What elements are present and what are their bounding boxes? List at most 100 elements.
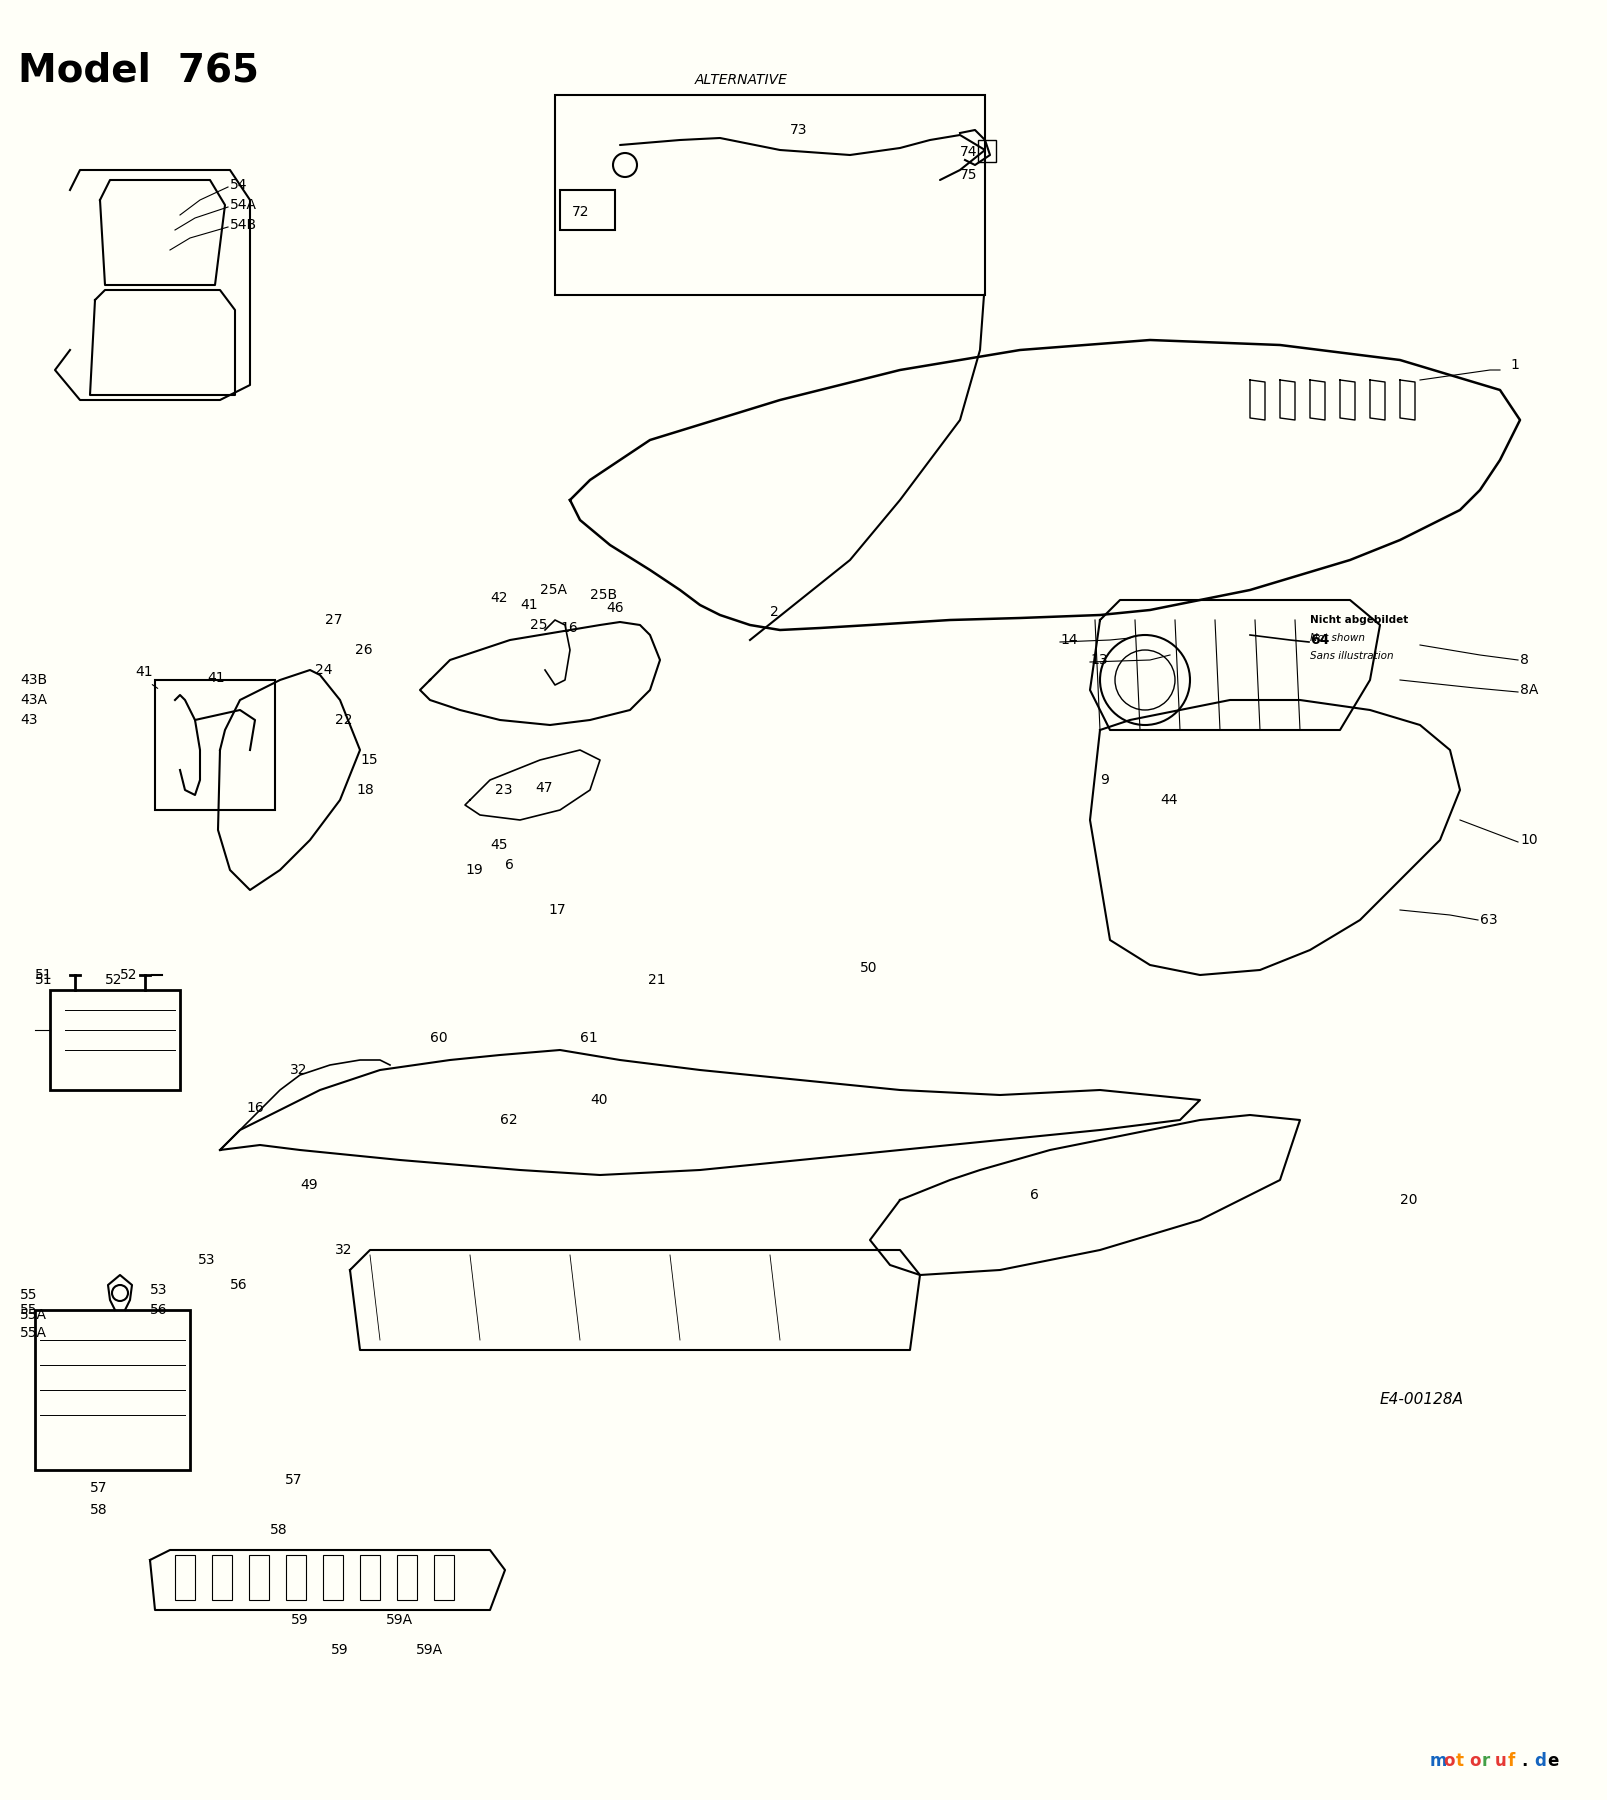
Text: 19: 19 bbox=[464, 862, 482, 877]
Bar bbox=[50, 990, 180, 1091]
Text: f: f bbox=[1507, 1751, 1514, 1769]
Bar bbox=[323, 1555, 342, 1600]
Text: 61: 61 bbox=[580, 1031, 598, 1046]
Text: u: u bbox=[1495, 1751, 1506, 1769]
Text: 27: 27 bbox=[325, 614, 342, 626]
Text: 54B: 54B bbox=[230, 218, 257, 232]
Text: o: o bbox=[1469, 1751, 1480, 1769]
Text: 55A: 55A bbox=[19, 1309, 47, 1321]
Bar bbox=[554, 95, 985, 295]
Text: ALTERNATIVE: ALTERNATIVE bbox=[694, 74, 787, 86]
Bar bbox=[286, 1555, 305, 1600]
Text: 26: 26 bbox=[355, 643, 373, 657]
Text: t: t bbox=[1454, 1751, 1462, 1769]
Bar bbox=[175, 1555, 194, 1600]
Text: 57: 57 bbox=[90, 1481, 108, 1496]
Text: 25: 25 bbox=[530, 617, 546, 632]
Text: 58: 58 bbox=[90, 1503, 108, 1517]
Text: 72: 72 bbox=[572, 205, 590, 220]
Text: 23: 23 bbox=[495, 783, 513, 797]
Text: 51: 51 bbox=[35, 974, 53, 986]
Text: 2: 2 bbox=[770, 605, 778, 619]
Text: 53: 53 bbox=[149, 1283, 167, 1298]
Text: 14: 14 bbox=[1059, 634, 1077, 646]
Text: 41: 41 bbox=[135, 664, 153, 679]
Text: 62: 62 bbox=[500, 1112, 517, 1127]
Bar bbox=[977, 140, 995, 162]
Text: 16: 16 bbox=[246, 1102, 264, 1114]
Bar bbox=[35, 1310, 190, 1471]
Text: 45: 45 bbox=[490, 839, 508, 851]
Bar bbox=[397, 1555, 416, 1600]
Text: 40: 40 bbox=[590, 1093, 607, 1107]
Text: 42: 42 bbox=[490, 590, 508, 605]
Text: 55: 55 bbox=[19, 1289, 37, 1301]
Text: 59: 59 bbox=[331, 1643, 349, 1658]
Text: 21: 21 bbox=[648, 974, 665, 986]
Text: 8: 8 bbox=[1519, 653, 1528, 668]
Text: 59A: 59A bbox=[386, 1613, 413, 1627]
Text: Nicht abgebildet: Nicht abgebildet bbox=[1310, 616, 1408, 625]
Text: 55A: 55A bbox=[19, 1327, 47, 1339]
Text: 57: 57 bbox=[284, 1472, 302, 1487]
Text: 6: 6 bbox=[505, 859, 514, 871]
Text: 16: 16 bbox=[559, 621, 577, 635]
Text: 60: 60 bbox=[429, 1031, 447, 1046]
Text: 32: 32 bbox=[289, 1064, 307, 1076]
Text: o: o bbox=[1441, 1751, 1454, 1769]
Text: 6: 6 bbox=[1030, 1188, 1038, 1202]
Text: 59: 59 bbox=[291, 1613, 309, 1627]
Text: 58: 58 bbox=[270, 1523, 288, 1537]
Text: 75: 75 bbox=[959, 167, 977, 182]
Text: m: m bbox=[1429, 1751, 1446, 1769]
Text: 56: 56 bbox=[230, 1278, 247, 1292]
Text: Sans illustration: Sans illustration bbox=[1310, 652, 1393, 661]
Text: 13: 13 bbox=[1090, 653, 1107, 668]
Text: 10: 10 bbox=[1519, 833, 1536, 848]
Text: 54A: 54A bbox=[230, 198, 257, 212]
Text: 64: 64 bbox=[1310, 634, 1329, 646]
Text: 73: 73 bbox=[789, 122, 807, 137]
Bar bbox=[360, 1555, 379, 1600]
Text: 22: 22 bbox=[334, 713, 352, 727]
Text: 20: 20 bbox=[1400, 1193, 1417, 1208]
Text: e: e bbox=[1546, 1751, 1557, 1769]
Bar bbox=[212, 1555, 231, 1600]
Text: 41: 41 bbox=[519, 598, 537, 612]
Text: 53: 53 bbox=[198, 1253, 215, 1267]
Bar bbox=[249, 1555, 268, 1600]
Text: 15: 15 bbox=[360, 752, 378, 767]
Text: 46: 46 bbox=[606, 601, 624, 616]
Text: r: r bbox=[1482, 1751, 1490, 1769]
Text: d: d bbox=[1533, 1751, 1544, 1769]
Text: 41: 41 bbox=[207, 671, 225, 686]
Text: 24: 24 bbox=[315, 662, 333, 677]
Text: 51: 51 bbox=[35, 968, 53, 983]
Text: 43: 43 bbox=[19, 713, 37, 727]
Text: Not shown: Not shown bbox=[1310, 634, 1364, 643]
Text: 56: 56 bbox=[149, 1303, 167, 1318]
Text: .: . bbox=[1520, 1751, 1527, 1769]
Bar bbox=[559, 191, 614, 230]
Text: 25A: 25A bbox=[540, 583, 567, 598]
Bar bbox=[154, 680, 275, 810]
Text: 47: 47 bbox=[535, 781, 553, 796]
Text: 49: 49 bbox=[301, 1177, 318, 1192]
Text: 32: 32 bbox=[334, 1244, 352, 1256]
Text: 63: 63 bbox=[1478, 913, 1496, 927]
Text: 43B: 43B bbox=[19, 673, 47, 688]
Text: 52: 52 bbox=[121, 968, 138, 983]
Text: 50: 50 bbox=[860, 961, 877, 976]
Text: 1: 1 bbox=[1509, 358, 1519, 373]
Text: 8A: 8A bbox=[1519, 682, 1538, 697]
Text: E4-00128A: E4-00128A bbox=[1379, 1393, 1462, 1408]
Text: 74: 74 bbox=[959, 146, 977, 158]
Text: 54: 54 bbox=[230, 178, 247, 193]
Text: 55: 55 bbox=[19, 1303, 37, 1318]
Text: 9: 9 bbox=[1099, 772, 1109, 787]
Text: 18: 18 bbox=[355, 783, 373, 797]
Text: 17: 17 bbox=[548, 904, 566, 916]
Text: 52: 52 bbox=[104, 974, 122, 986]
Text: Model  765: Model 765 bbox=[18, 52, 259, 90]
Text: 43A: 43A bbox=[19, 693, 47, 707]
